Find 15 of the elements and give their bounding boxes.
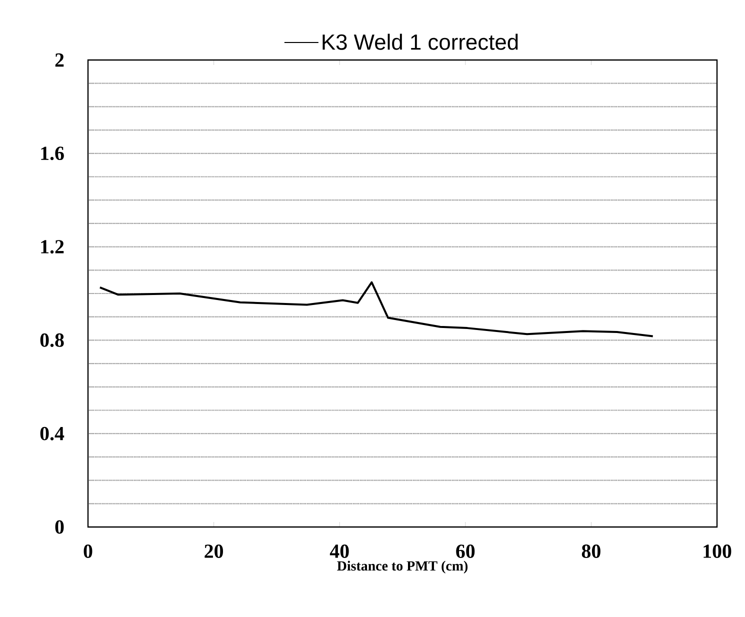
y-tick-label: 0: [55, 520, 64, 534]
line-series: [98, 281, 654, 338]
x-tick-label: 40: [330, 544, 349, 558]
x-tick-label: 60: [456, 544, 475, 558]
x-tick-label: 80: [582, 544, 600, 558]
y-tick-label: 0.4: [40, 426, 64, 440]
x-tick-label: 0: [84, 544, 92, 558]
y-tick-label: 1.6: [41, 146, 64, 160]
y-tick-label: 2: [55, 53, 64, 67]
x-tick-label: 100: [704, 544, 732, 558]
legend-label: K3 Weld 1 corrected: [322, 34, 518, 50]
x-tick-label: 20: [204, 544, 224, 558]
x-axis-title: Distance to PMT (cm): [337, 560, 468, 574]
y-tick-label: 0.8: [40, 333, 64, 347]
y-tick-label: 1.2: [41, 240, 64, 254]
